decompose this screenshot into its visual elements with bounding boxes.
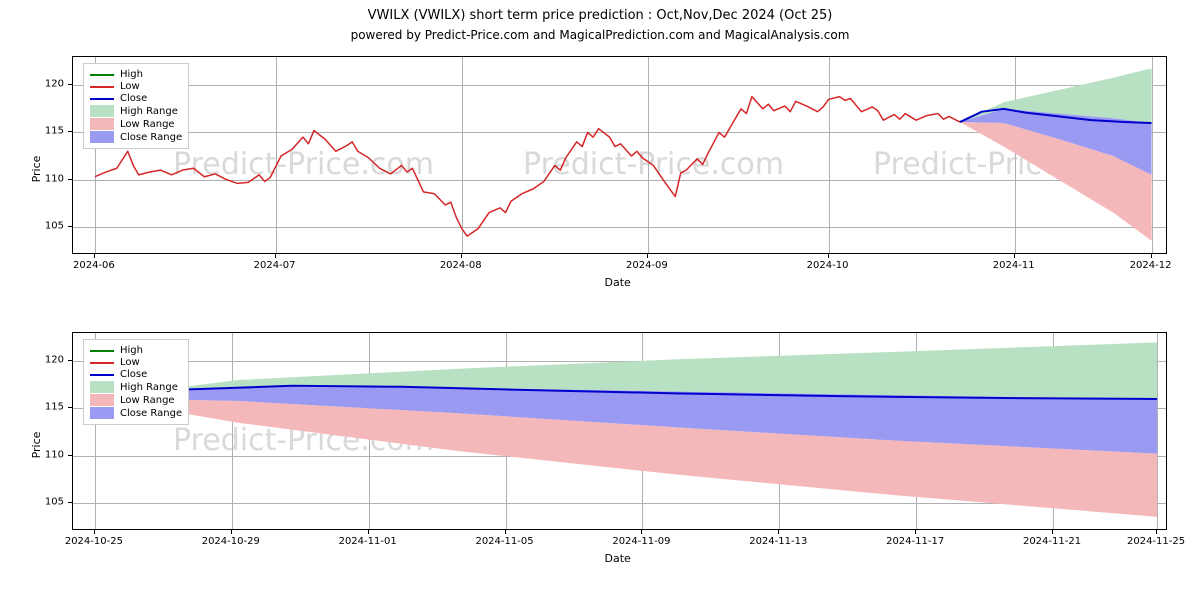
xtick-label: 2024-11-13 [749, 536, 807, 547]
xtick-label: 2024-10 [807, 260, 849, 271]
ytick-label: 115 [34, 402, 64, 413]
legend-label: High [120, 345, 143, 356]
legend-line-swatch [90, 98, 114, 100]
xlabel: Date [605, 276, 631, 289]
ytick-label: 105 [34, 220, 64, 231]
legend-label: Low Range [120, 119, 175, 130]
legend-item: Low Range [90, 118, 182, 130]
legend: HighLowClose High Range Low Range Close Ran… [83, 63, 189, 149]
chart-top: Predict-Price.comPredict-Price.comPredic… [72, 56, 1167, 254]
xtick-label: 2024-11-25 [1127, 536, 1185, 547]
chart-svg [73, 57, 1168, 255]
chart-subtitle: powered by Predict-Price.com and Magical… [0, 28, 1200, 42]
legend-item: Low Range [90, 394, 182, 406]
legend-label: Low [120, 357, 140, 368]
xtick-label: 2024-12 [1130, 260, 1172, 271]
legend-line-swatch [90, 86, 114, 88]
legend-line-swatch [90, 350, 114, 352]
legend-patch-swatch [90, 381, 114, 393]
legend-patch-swatch [90, 118, 114, 130]
xtick-label: 2024-11-17 [886, 536, 944, 547]
xlabel: Date [605, 552, 631, 565]
legend-item: High Range [90, 381, 182, 393]
xtick-label: 2024-11-05 [475, 536, 533, 547]
chart-svg [73, 333, 1168, 531]
ylabel: Price [30, 432, 43, 459]
ylabel: Price [30, 156, 43, 183]
legend-item: Close [90, 369, 182, 380]
plot-area: Predict-Price.comPredict-Price.comPredic… [72, 332, 1167, 530]
xtick-label: 2024-11-01 [339, 536, 397, 547]
ytick-label: 120 [34, 79, 64, 90]
xtick-label: 2024-11-21 [1023, 536, 1081, 547]
series-low [95, 97, 960, 237]
title-text: VWILX (VWILX) short term price predictio… [368, 8, 833, 23]
chart-title: VWILX (VWILX) short term price predictio… [0, 8, 1200, 23]
legend-label: Close [120, 369, 147, 380]
legend-label: Close [120, 93, 147, 104]
legend-label: Low Range [120, 395, 175, 406]
ytick-label: 115 [34, 126, 64, 137]
plot-area: Predict-Price.comPredict-Price.comPredic… [72, 56, 1167, 254]
legend: HighLowClose High Range Low Range Close Ran… [83, 339, 189, 425]
xtick-label: 2024-11 [993, 260, 1035, 271]
legend-patch-swatch [90, 394, 114, 406]
legend-patch-swatch [90, 407, 114, 419]
legend-line-swatch [90, 374, 114, 376]
ytick-label: 120 [34, 355, 64, 366]
legend-item: Close [90, 93, 182, 104]
legend-label: Low [120, 81, 140, 92]
legend-label: Close Range [120, 132, 182, 143]
legend-label: Close Range [120, 408, 182, 419]
legend-line-swatch [90, 362, 114, 364]
xtick-label: 2024-06 [73, 260, 115, 271]
legend-item: High [90, 345, 182, 356]
chart-bottom: Predict-Price.comPredict-Price.comPredic… [72, 332, 1167, 530]
xtick-label: 2024-10-25 [65, 536, 123, 547]
xtick-label: 2024-10-29 [202, 536, 260, 547]
legend-label: High Range [120, 106, 178, 117]
legend-item: High [90, 69, 182, 80]
legend-label: High Range [120, 382, 178, 393]
legend-line-swatch [90, 74, 114, 76]
xtick-label: 2024-09 [626, 260, 668, 271]
legend-patch-swatch [90, 105, 114, 117]
xtick-label: 2024-11-09 [612, 536, 670, 547]
legend-item: Close Range [90, 131, 182, 143]
legend-item: Low [90, 81, 182, 92]
ytick-label: 105 [34, 496, 64, 507]
subtitle-text: powered by Predict-Price.com and Magical… [351, 28, 850, 42]
xtick-label: 2024-07 [254, 260, 296, 271]
legend-label: High [120, 69, 143, 80]
legend-patch-swatch [90, 131, 114, 143]
xtick-label: 2024-08 [440, 260, 482, 271]
legend-item: Close Range [90, 407, 182, 419]
legend-item: High Range [90, 105, 182, 117]
legend-item: Low [90, 357, 182, 368]
